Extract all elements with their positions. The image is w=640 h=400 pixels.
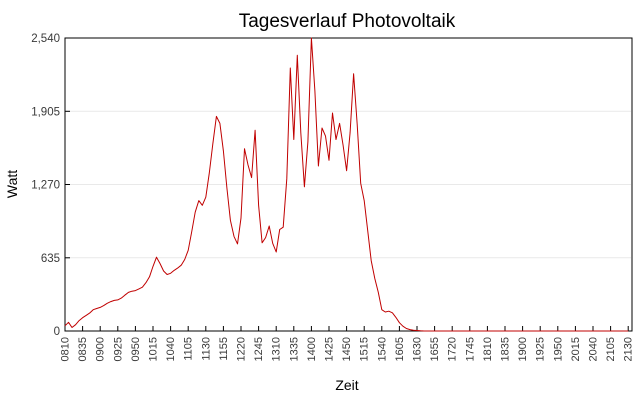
power-line-series (64, 37, 629, 332)
x-tick-label: 1040 (165, 337, 177, 361)
x-tick-label: 0950 (130, 337, 142, 361)
x-tick-label: 1950 (552, 337, 564, 361)
x-tick-label: 1130 (200, 337, 212, 361)
x-tick-label: 1655 (429, 337, 441, 361)
x-tick-label: 1450 (341, 337, 353, 361)
x-tick-label: 1630 (412, 337, 424, 361)
x-tick-label: 2040 (588, 337, 600, 361)
y-axis-title: Watt (4, 170, 20, 198)
x-tick-label: 0900 (95, 337, 107, 361)
x-tick-label: 1400 (306, 337, 318, 361)
y-tick-label: 635 (41, 253, 60, 265)
x-tick-label: 2105 (605, 337, 617, 361)
x-tick-label: 1720 (447, 337, 459, 361)
axis-ticks (64, 37, 629, 332)
x-tick-label: 1835 (500, 337, 512, 361)
x-tick-label: 1425 (324, 337, 336, 361)
x-tick-label: 1105 (183, 337, 195, 361)
x-tick-label: 0835 (77, 337, 89, 361)
y-tick-label: 1,270 (31, 180, 60, 192)
x-tick-label: 2015 (570, 337, 582, 361)
x-tick-label: 1810 (482, 337, 494, 361)
x-tick-label: 0925 (112, 337, 124, 361)
x-tick-label: 2130 (623, 337, 635, 361)
axis-tick-labels: 0 635 1,270 1,905 2,540 0810 0835 0900 0925 0950 1… (31, 33, 634, 361)
x-tick-label: 1515 (359, 337, 371, 361)
x-tick-label: 1540 (376, 337, 388, 361)
y-tick-label: 2,540 (31, 33, 60, 45)
x-tick-label: 0810 (60, 337, 72, 361)
x-tick-label: 1605 (394, 337, 406, 361)
x-tick-label: 1925 (535, 337, 547, 361)
x-tick-label: 1335 (288, 337, 300, 361)
x-tick-label: 1155 (218, 337, 230, 361)
x-tick-label: 1900 (517, 337, 529, 361)
y-tick-label: 1,905 (31, 106, 60, 118)
x-axis-title: Zeit (335, 377, 358, 393)
x-tick-label: 1310 (271, 337, 283, 361)
data-series (64, 37, 629, 332)
x-tick-label: 1015 (148, 337, 160, 361)
x-tick-label: 1220 (236, 337, 248, 361)
gridlines (66, 110, 631, 259)
chart-title: Tagesverlauf Photovoltaik (239, 11, 456, 32)
y-tick-label: 0 (54, 326, 60, 338)
x-tick-label: 1745 (464, 337, 476, 361)
x-tick-label: 1245 (253, 337, 265, 361)
